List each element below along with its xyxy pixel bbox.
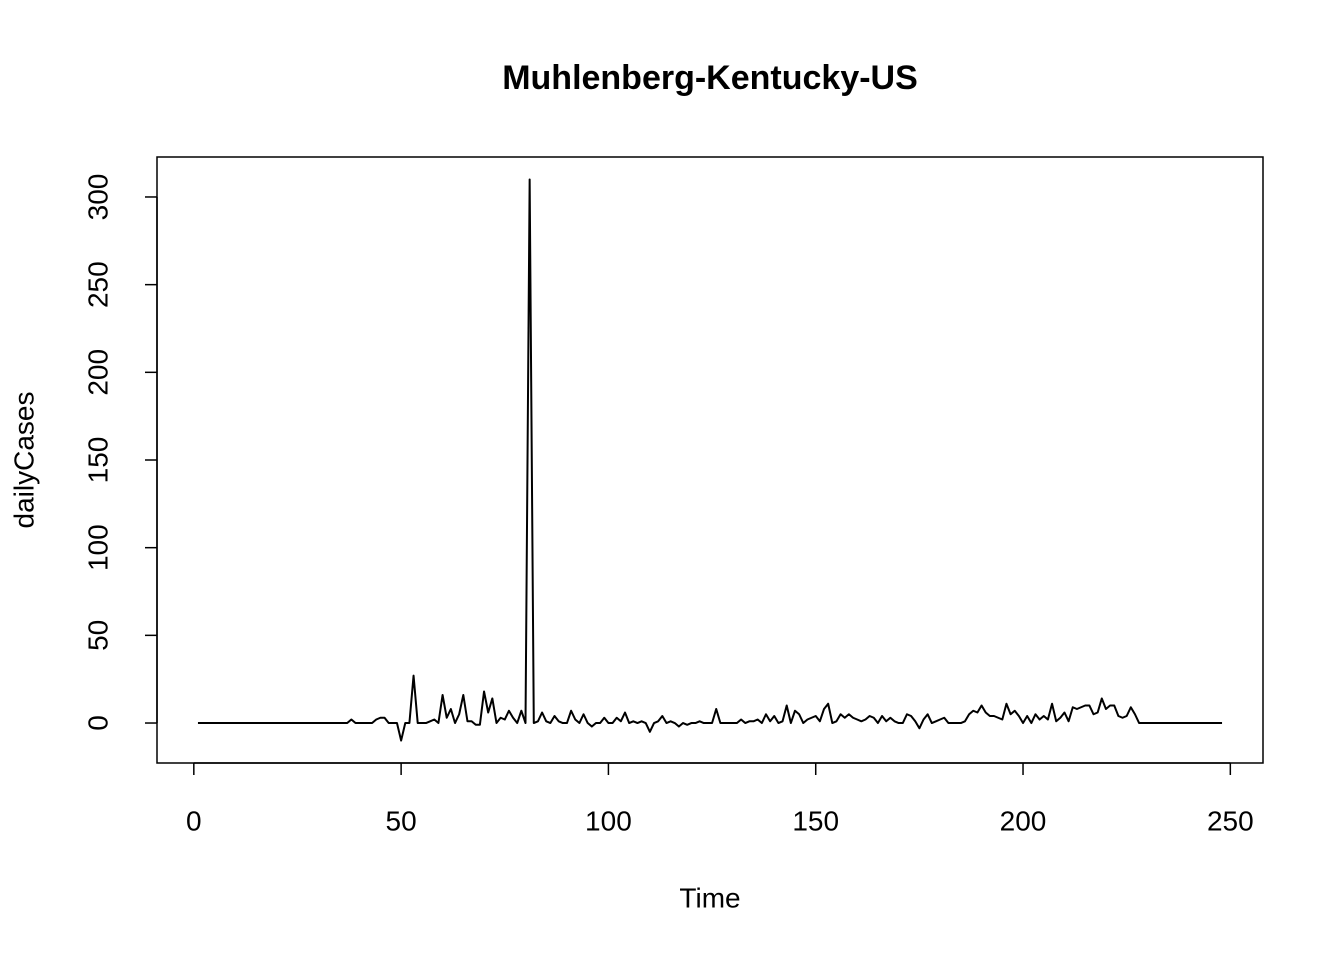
x-tick-label: 0 [186, 805, 202, 836]
y-tick-label: 100 [82, 524, 113, 571]
y-tick-label: 200 [82, 349, 113, 396]
y-tick-label: 50 [82, 620, 113, 651]
y-tick-label: 0 [82, 715, 113, 731]
data-line [197, 178, 1223, 742]
y-tick-label: 250 [82, 261, 113, 308]
y-axis-label: dailyCases [8, 392, 39, 529]
y-tick-label: 300 [82, 174, 113, 221]
x-tick-label: 200 [1000, 805, 1047, 836]
x-tick-label: 150 [792, 805, 839, 836]
x-tick-label: 250 [1207, 805, 1254, 836]
x-axis-label: Time [679, 882, 740, 913]
y-tick-label: 150 [82, 437, 113, 484]
chart-title: Muhlenberg-Kentucky-US [502, 59, 918, 97]
x-tick-label: 50 [386, 805, 417, 836]
x-tick-label: 100 [585, 805, 632, 836]
